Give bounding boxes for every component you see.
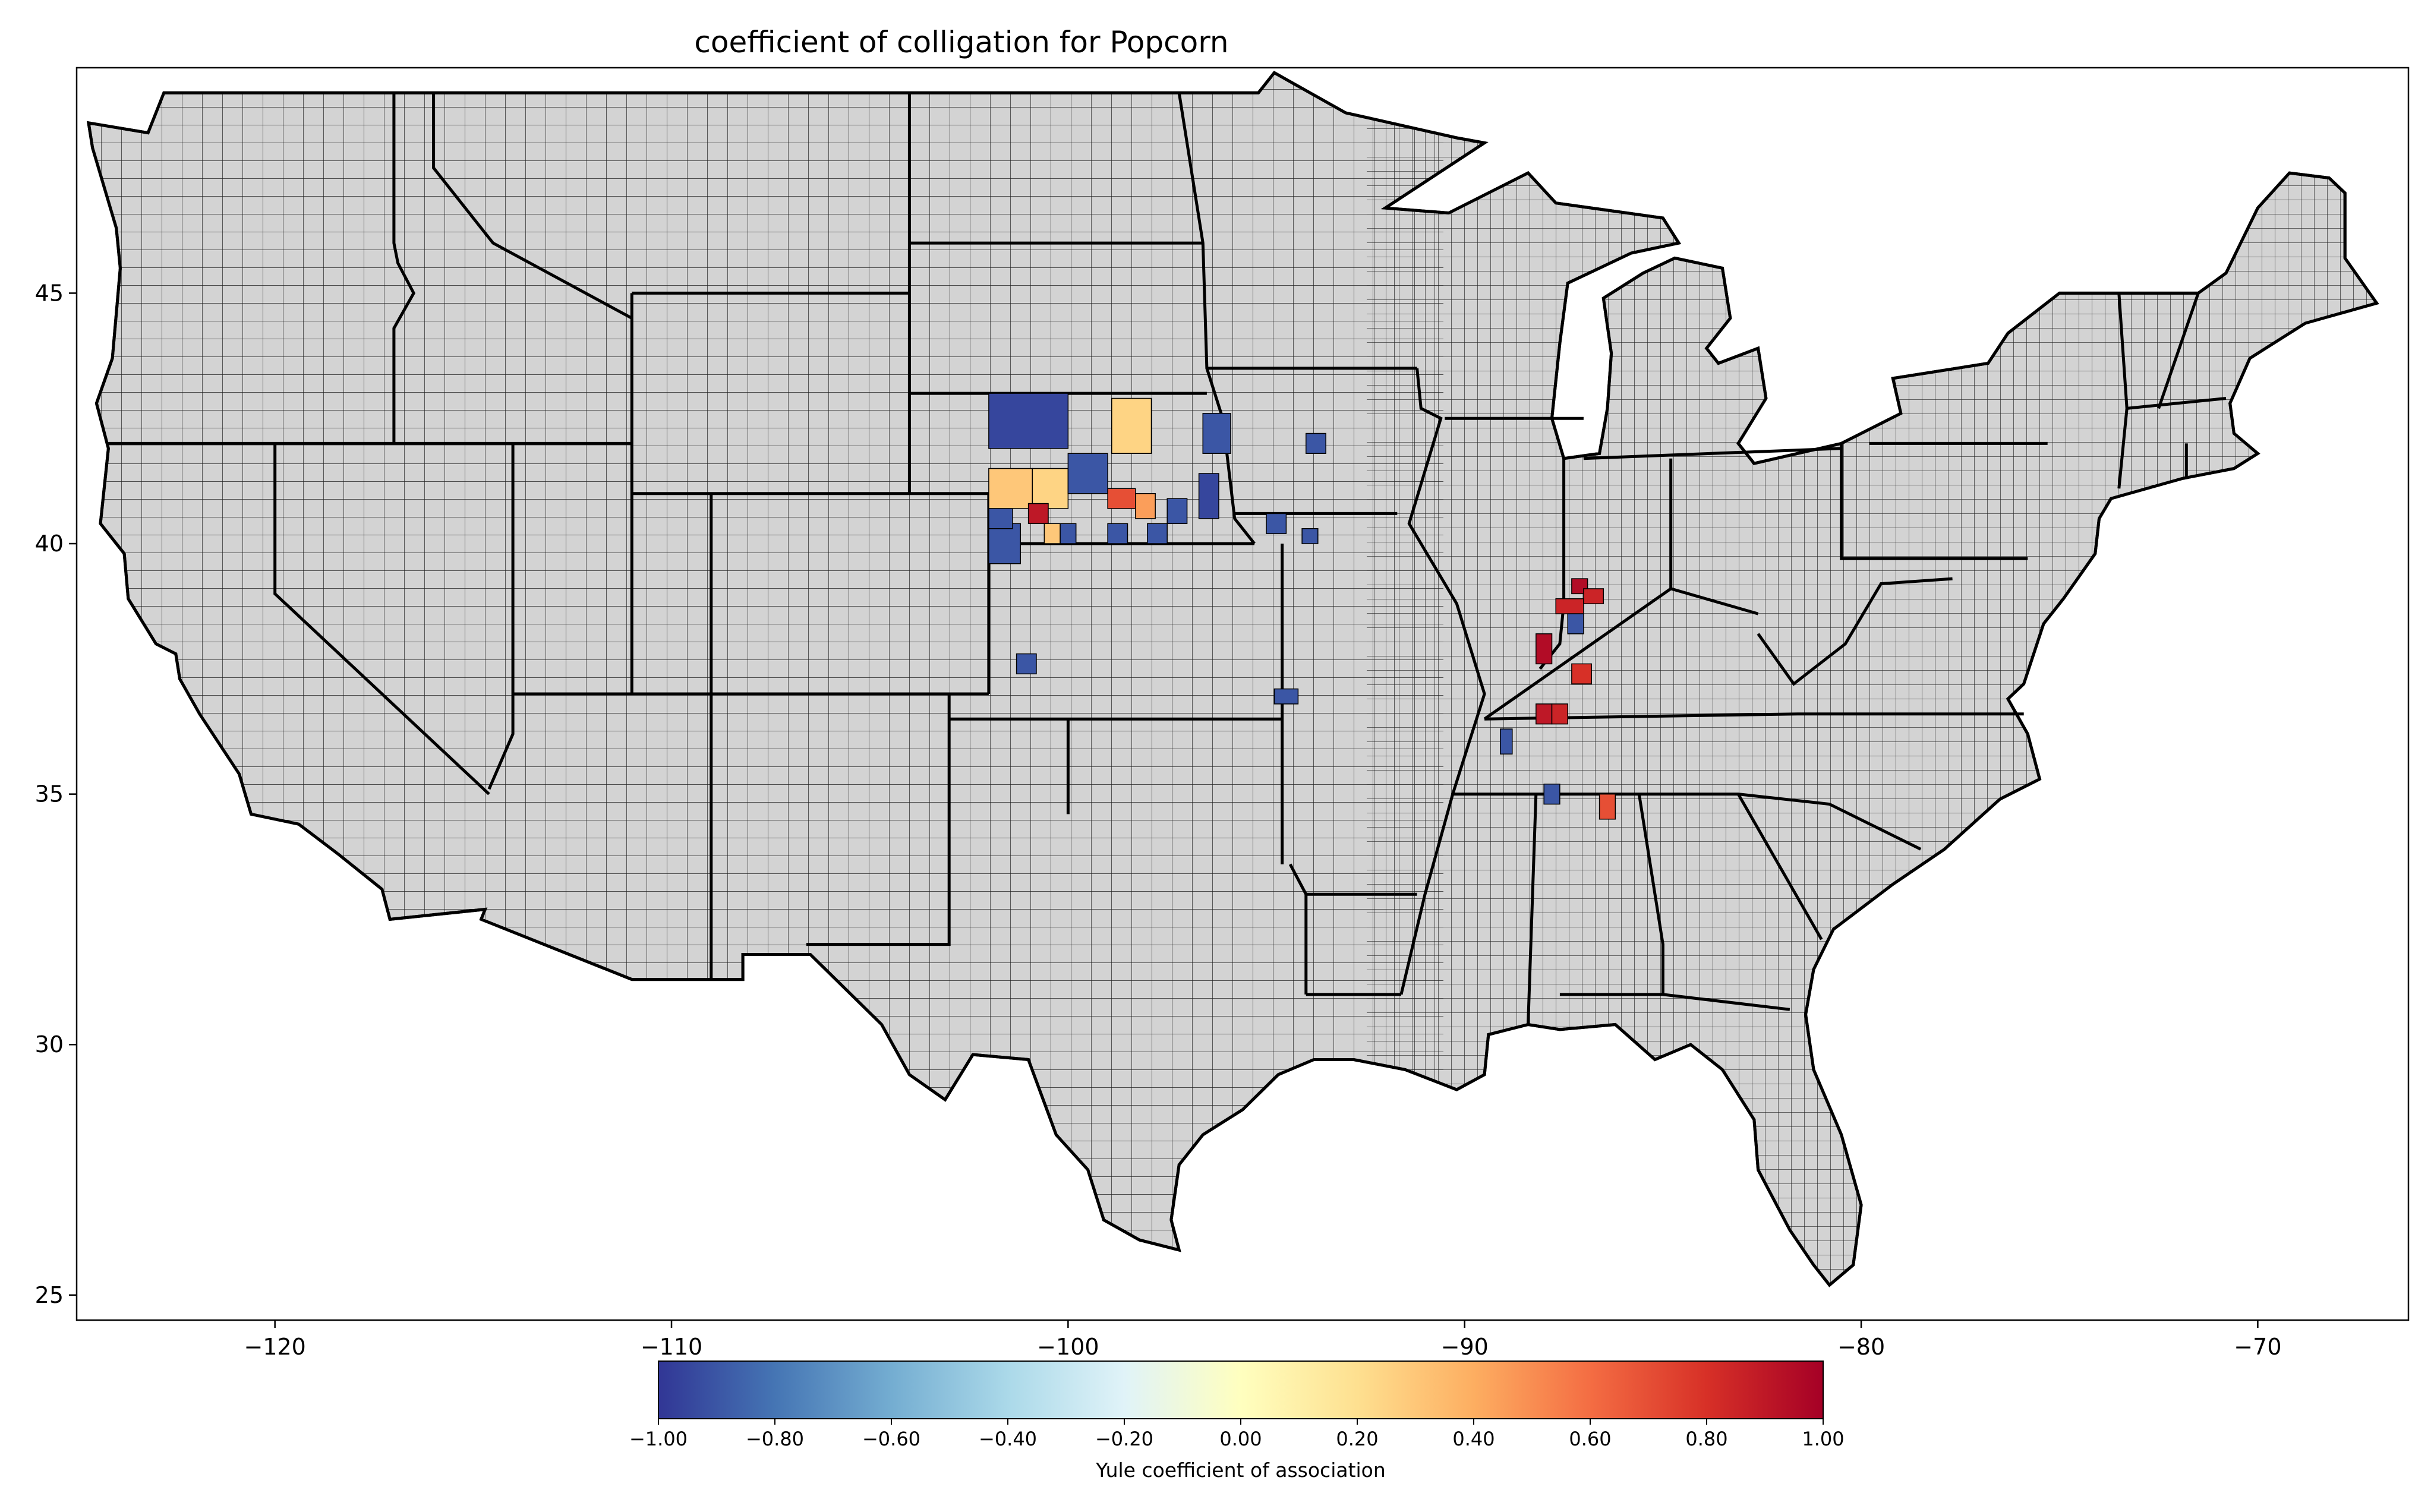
colorbar-tick-label: 0.80 xyxy=(1685,1428,1727,1450)
state-border-line xyxy=(1757,577,1953,686)
highlighted-county xyxy=(1147,523,1168,544)
y-axis: 25 30 35 40 45 xyxy=(35,280,77,1308)
colorbar-tick-label: 0.40 xyxy=(1452,1428,1495,1450)
highlighted-county xyxy=(1198,473,1219,519)
y-tick-label: 45 xyxy=(35,280,64,306)
state-border-line xyxy=(2126,397,2227,410)
colorbar-tick-label: 0.20 xyxy=(1336,1428,1378,1450)
colorbar-label: Yule coefficient of association xyxy=(1095,1459,1386,1482)
x-tick-label: −100 xyxy=(1037,1334,1099,1360)
highlighted-county xyxy=(1301,528,1319,544)
highlighted-county xyxy=(1032,468,1069,509)
x-axis: −120 −110 −100 −90 −80 −70 xyxy=(244,1320,2282,1360)
highlighted-county xyxy=(1043,523,1061,544)
highlighted-county xyxy=(988,523,1021,564)
highlighted-county xyxy=(988,508,1013,529)
highlighted-county xyxy=(1306,433,1326,454)
highlighted-county xyxy=(1536,633,1553,665)
state-border-line xyxy=(273,443,490,796)
x-tick-label: −70 xyxy=(2234,1334,2281,1360)
highlighted-county xyxy=(1583,588,1604,604)
map-title: coefficient of colligation for Popcorn xyxy=(694,25,1228,59)
state-border-line xyxy=(1583,447,1842,460)
colorbar-tick-label: −0.20 xyxy=(1095,1428,1153,1450)
highlighted-county xyxy=(1543,784,1560,805)
highlighted-county xyxy=(1067,453,1108,494)
highlighted-county xyxy=(1166,498,1188,525)
colorbar-tick-label: 1.00 xyxy=(1802,1428,1844,1450)
colorbar-ticks: −1.00 −0.80 −0.60 −0.40 −0.20 0.00 0.20 0.40 0.6… xyxy=(629,1419,1845,1450)
colorbar: −1.00 −0.80 −0.60 −0.40 −0.20 0.00 0.20 0.40 0.6… xyxy=(629,1361,1845,1482)
us-outline xyxy=(86,71,2379,1287)
highlighted-county xyxy=(1060,523,1077,544)
highlighted-county xyxy=(1536,703,1553,725)
state-border-line xyxy=(1737,793,1823,940)
highlighted-county xyxy=(1107,523,1128,544)
x-tick-label: −80 xyxy=(1837,1334,1885,1360)
x-tick-label: −90 xyxy=(1441,1334,1489,1360)
colorbar-tick-label: −1.00 xyxy=(629,1428,688,1450)
colorbar-gradient xyxy=(658,1361,1824,1419)
highlighted-county xyxy=(988,393,1069,449)
y-tick-label: 25 xyxy=(35,1282,64,1308)
highlighted-county xyxy=(1266,513,1287,534)
x-tick-label: −120 xyxy=(244,1334,305,1360)
x-tick-label: −110 xyxy=(641,1334,702,1360)
state-border-line xyxy=(1399,368,1486,995)
highlighted-counties xyxy=(988,393,1616,820)
colorbar-tick-label: −0.80 xyxy=(746,1428,804,1450)
y-tick-label: 30 xyxy=(35,1031,64,1058)
colorbar-tick-label: −0.40 xyxy=(979,1428,1037,1450)
colorbar-tick-label: −0.60 xyxy=(862,1428,920,1450)
state-border-line xyxy=(1840,443,2028,560)
colorbar-tick-label: 0.00 xyxy=(1219,1428,1262,1450)
highlighted-county xyxy=(1111,397,1152,454)
highlighted-county xyxy=(1027,503,1049,525)
state-borders xyxy=(108,92,2227,1025)
highlighted-county xyxy=(1107,488,1136,509)
colorbar-tick-label: 0.60 xyxy=(1569,1428,1611,1450)
state-border-line xyxy=(1484,712,2024,721)
highlighted-county xyxy=(1135,493,1156,519)
state-border-line xyxy=(806,694,951,946)
highlighted-county xyxy=(1551,703,1568,725)
state-border-line xyxy=(392,93,416,444)
y-tick-label: 40 xyxy=(35,531,64,557)
highlighted-county xyxy=(1571,663,1593,684)
state-border-line xyxy=(487,443,515,790)
highlighted-county xyxy=(1567,613,1584,635)
highlighted-county xyxy=(1273,688,1299,705)
state-border-line xyxy=(1177,92,1256,545)
state-border-line xyxy=(1663,993,1790,1011)
highlighted-county xyxy=(1016,653,1037,675)
highlighted-county xyxy=(988,468,1033,509)
state-border-line xyxy=(1559,794,1664,996)
state-border-line xyxy=(2157,292,2200,409)
state-border-line xyxy=(1527,794,1538,1025)
state-border-line xyxy=(432,93,633,320)
highlighted-county xyxy=(1202,413,1231,454)
state-border-line xyxy=(1483,587,1759,721)
highlighted-county xyxy=(1500,728,1513,755)
highlighted-county xyxy=(1599,793,1616,820)
highlighted-county xyxy=(1555,598,1584,614)
y-tick-label: 35 xyxy=(35,781,64,807)
